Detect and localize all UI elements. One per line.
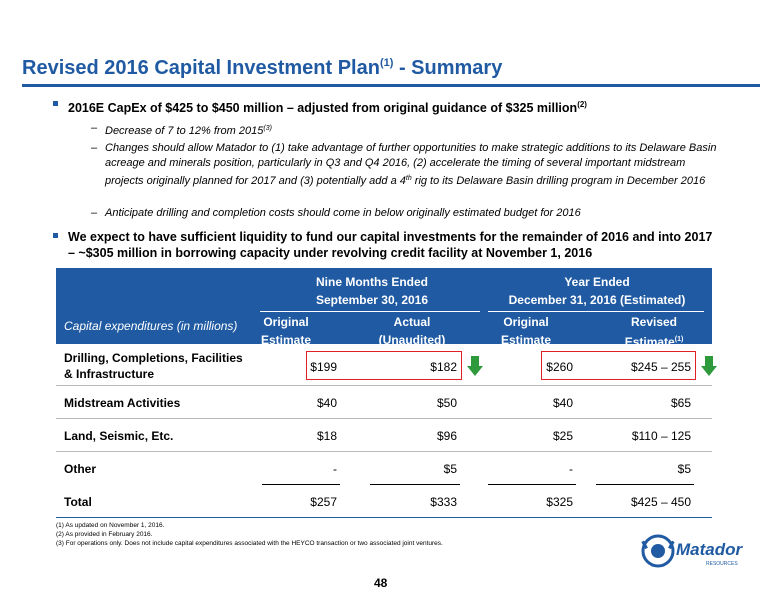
highlight-box xyxy=(541,351,696,380)
matador-logo: Matador RESOURCES xyxy=(641,534,744,568)
table-cell: $260 xyxy=(546,360,573,374)
table-cell: $5 xyxy=(677,462,691,476)
bullet-square-icon xyxy=(53,101,58,106)
col-header-actual: Actual (Unaudited) xyxy=(378,315,446,347)
row-divider xyxy=(56,451,712,452)
col-header-original-estimate: Original Estimate xyxy=(260,315,312,347)
group-header-nine-months: Nine Months Ended September 30, 2016 xyxy=(315,275,429,307)
sub-bullet-decrease: – Decrease of 7 to 12% from 2015(3) xyxy=(91,122,272,137)
bullet-square-icon xyxy=(53,233,58,238)
down-arrow-icon xyxy=(701,356,717,376)
total-underline xyxy=(370,484,460,485)
svg-text:RESOURCES: RESOURCES xyxy=(706,561,738,567)
table-cell: $5 xyxy=(443,462,457,476)
capex-table-header: Nine Months Ended September 30, 2016 Year… xyxy=(56,268,712,349)
footnote: (3) For operations only. Does not includ… xyxy=(56,540,443,547)
bullet-liquidity: We expect to have sufficient liquidity t… xyxy=(53,229,718,261)
capex-column-label: Capital expenditures (in millions) xyxy=(64,319,238,333)
table-cell: - xyxy=(569,462,573,476)
row-divider xyxy=(56,418,712,419)
row-label-total: Total xyxy=(64,495,92,509)
table-cell: $425 – 450 xyxy=(630,495,691,509)
table-cell: $199 xyxy=(310,360,337,374)
table-cell: $333 xyxy=(430,495,457,509)
table-cell: $50 xyxy=(436,396,457,410)
footnote: (1) As updated on November 1, 2016. xyxy=(56,522,165,529)
sub-bullet-changes: – Changes should allow Matador to (1) tak… xyxy=(91,142,717,187)
row-label-other: Other xyxy=(64,462,97,476)
table-cell: - xyxy=(333,462,337,476)
footnote: (2) As provided in February 2016. xyxy=(56,531,153,538)
table-cell: $25 xyxy=(552,429,573,443)
table-cell: $40 xyxy=(552,396,573,410)
row-label-land: Land, Seismic, Etc. xyxy=(64,429,174,443)
row-label-midstream: Midstream Activities xyxy=(64,396,181,410)
sub-bullet-costs: – Anticipate drilling and completion cost… xyxy=(91,207,581,219)
page-number: 48 xyxy=(374,576,388,590)
bullet-capex: 2016E CapEx of $425 to $450 million – ad… xyxy=(53,97,718,116)
table-cell: $182 xyxy=(430,360,457,374)
title-divider xyxy=(22,84,760,87)
group-underline xyxy=(260,311,480,312)
group-header-year-ended: Year Ended December 31, 2016 (Estimated) xyxy=(508,275,686,307)
table-cell: $18 xyxy=(316,429,337,443)
table-bottom-rule xyxy=(56,517,712,518)
col-header-original-estimate: Original Estimate xyxy=(500,315,552,347)
page-title: Revised 2016 Capital Investment Plan(1) … xyxy=(22,57,503,79)
row-divider xyxy=(56,385,712,386)
table-cell: $257 xyxy=(310,495,337,509)
table-cell: $65 xyxy=(670,396,691,410)
col-header-revised-estimate: Revised Estimate(1) xyxy=(624,315,684,349)
group-underline xyxy=(488,311,704,312)
total-underline xyxy=(488,484,576,485)
total-underline xyxy=(596,484,694,485)
table-cell: $110 – 125 xyxy=(631,429,691,443)
highlight-box xyxy=(306,351,462,380)
table-cell: $245 – 255 xyxy=(630,360,691,374)
row-label-drilling: Drilling, Completions, Facilities & Infra… xyxy=(64,351,243,381)
table-cell: $96 xyxy=(436,429,457,443)
down-arrow-icon xyxy=(467,356,483,376)
svg-text:Matador: Matador xyxy=(676,540,744,559)
total-underline xyxy=(262,484,340,485)
table-cell: $40 xyxy=(316,396,337,410)
table-cell: $325 xyxy=(546,495,573,509)
